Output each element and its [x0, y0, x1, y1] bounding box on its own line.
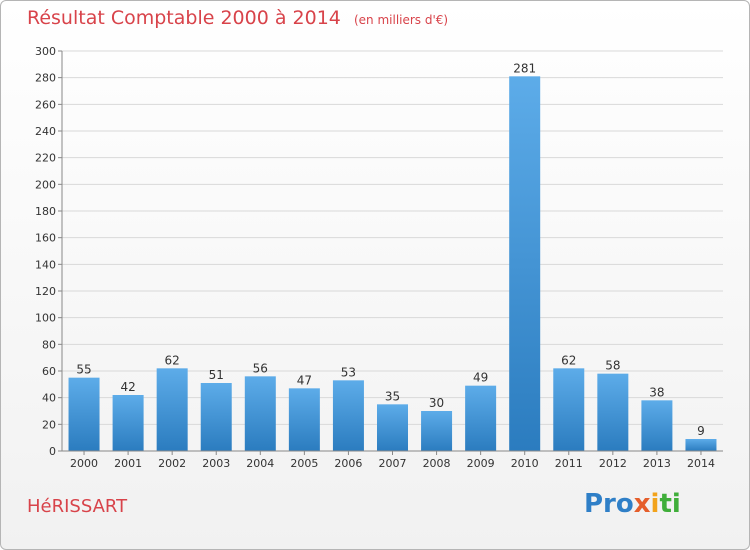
y-tick-label-140: 140: [35, 258, 56, 271]
chart-subtitle: (en milliers d'€): [353, 13, 449, 27]
bar-value-label-2008: 30: [429, 396, 444, 410]
bar-2008: [421, 411, 453, 451]
x-tick-label-2014: 2014: [687, 457, 715, 470]
y-tick-label-200: 200: [35, 178, 56, 191]
bar-value-label-2014: 9: [697, 424, 705, 438]
y-tick-label-100: 100: [35, 312, 56, 325]
bar-value-label-2005: 47: [297, 373, 312, 387]
y-tick-label-120: 120: [35, 285, 56, 298]
bar-2007: [377, 404, 408, 451]
x-tick-label-2003: 2003: [202, 457, 230, 470]
chart-title-block: Résultat Comptable 2000 à 2014 (en milli…: [27, 7, 448, 29]
x-tick-label-2004: 2004: [246, 457, 274, 470]
y-tick-label-220: 220: [35, 152, 56, 165]
bar-2011: [553, 368, 585, 451]
y-tick-label-300: 300: [35, 45, 56, 58]
bar-value-label-2002: 62: [165, 353, 180, 367]
x-tick-label-2010: 2010: [511, 457, 539, 470]
proxiti-logo: Proxiti: [584, 489, 681, 519]
y-tick-label-240: 240: [35, 125, 56, 138]
logo-part-2: x: [633, 489, 651, 519]
bar-2006: [332, 380, 364, 451]
bar-value-label-2004: 56: [253, 361, 268, 375]
bar-value-label-2007: 35: [385, 389, 400, 403]
bar-2005: [288, 388, 320, 451]
y-tick-label-180: 180: [35, 205, 56, 218]
logo-part-1: Pro: [584, 489, 634, 519]
x-tick-label-2007: 2007: [379, 457, 407, 470]
x-tick-label-2009: 2009: [467, 457, 495, 470]
x-tick-label-2001: 2001: [114, 457, 142, 470]
x-tick-label-2006: 2006: [334, 457, 362, 470]
commune-name: HéRISSART: [27, 496, 128, 517]
bar-value-label-2003: 51: [209, 368, 224, 382]
x-tick-label-2005: 2005: [290, 457, 318, 470]
bar-value-label-2013: 38: [649, 385, 664, 399]
bar-2014: [685, 439, 717, 451]
bar-value-label-2010: 281: [513, 61, 536, 75]
bar-value-label-2000: 55: [76, 363, 91, 377]
y-tick-label-280: 280: [35, 72, 56, 85]
bar-value-label-2009: 49: [473, 371, 488, 385]
x-tick-label-2000: 2000: [70, 457, 98, 470]
bar-value-label-2012: 58: [605, 359, 620, 373]
bar-2012: [597, 373, 629, 451]
y-tick-label-0: 0: [49, 445, 56, 458]
bar-value-label-2011: 62: [561, 353, 576, 367]
bar-2004: [244, 376, 276, 451]
x-tick-label-2002: 2002: [158, 457, 186, 470]
x-tick-label-2008: 2008: [423, 457, 451, 470]
x-tick-label-2011: 2011: [555, 457, 583, 470]
bar-2003: [200, 383, 232, 451]
x-tick-label-2013: 2013: [643, 457, 671, 470]
bar-2001: [112, 395, 144, 451]
y-tick-label-40: 40: [42, 392, 56, 405]
bar-2002: [156, 368, 188, 451]
logo-part-4: ti: [659, 489, 681, 519]
y-tick-label-60: 60: [42, 365, 56, 378]
logo-part-3: i: [650, 489, 660, 519]
bar-value-label-2001: 42: [120, 380, 135, 394]
x-tick-label-2012: 2012: [599, 457, 627, 470]
bar-2000: [68, 377, 100, 451]
bar-2010: [509, 76, 541, 451]
y-tick-label-20: 20: [42, 418, 56, 431]
y-tick-label-260: 260: [35, 98, 56, 111]
bar-value-label-2006: 53: [341, 365, 356, 379]
bar-2009: [465, 385, 497, 451]
y-tick-label-80: 80: [42, 338, 56, 351]
bar-2013: [641, 400, 673, 451]
y-tick-label-160: 160: [35, 232, 56, 245]
chart-title: Résultat Comptable 2000 à 2014: [27, 7, 341, 29]
